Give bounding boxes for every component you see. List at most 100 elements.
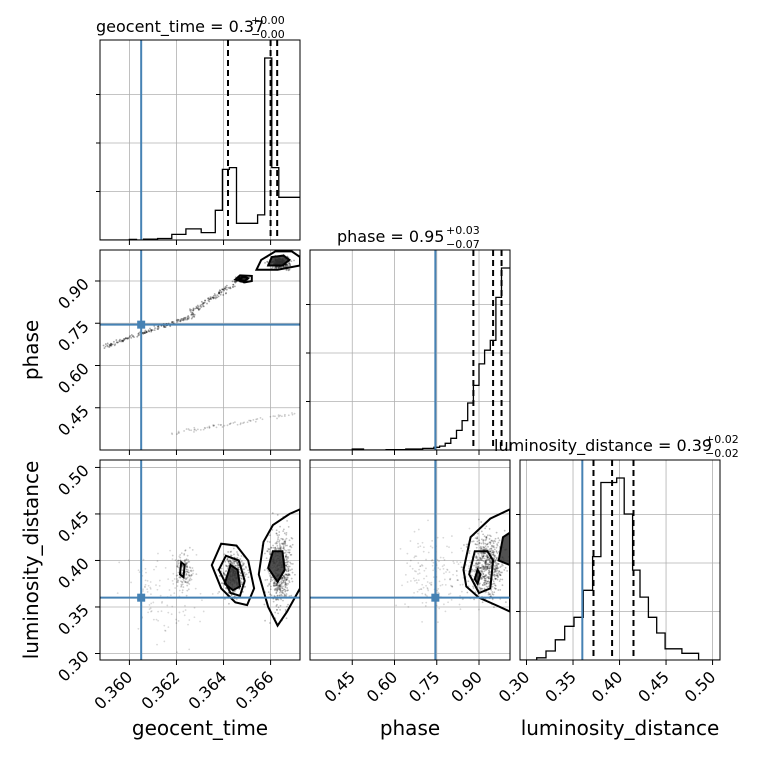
sample-point <box>485 562 487 565</box>
title-luminosity-distance-minus: −0.02 <box>705 447 739 460</box>
sample-point <box>122 340 124 343</box>
sample-point <box>228 287 231 290</box>
sample-point <box>496 564 499 567</box>
sample-point <box>481 571 484 573</box>
sample-point <box>276 585 279 587</box>
sample-point <box>171 321 173 323</box>
sample-point <box>483 583 486 586</box>
sample-point <box>172 572 175 575</box>
sample-point <box>155 565 158 568</box>
sample-point <box>279 591 281 594</box>
sample-point <box>481 567 483 570</box>
sample-point <box>285 576 288 579</box>
sample-point <box>229 422 232 425</box>
sample-point <box>237 564 239 567</box>
sample-point <box>218 291 220 294</box>
sample-point <box>224 573 227 576</box>
sample-point <box>283 540 286 543</box>
sample-point <box>284 581 287 584</box>
sample-point <box>286 544 288 547</box>
sample-point <box>184 604 186 607</box>
sample-point <box>480 578 483 580</box>
sample-point <box>191 313 194 316</box>
sample-point <box>438 580 441 583</box>
sample-point <box>482 539 485 541</box>
sample-point <box>286 566 289 568</box>
sample-point <box>287 560 290 563</box>
sample-point <box>152 618 155 621</box>
sample-point <box>270 546 272 549</box>
sample-point <box>283 579 286 581</box>
sample-point <box>488 558 491 561</box>
sample-point <box>212 424 215 427</box>
sample-point <box>488 541 491 544</box>
sample-point <box>472 540 475 543</box>
x-tick-label-geocent_time: 0.366 <box>232 667 278 713</box>
sample-point <box>171 321 174 324</box>
sample-point <box>171 321 174 323</box>
sample-point <box>274 611 277 614</box>
sample-point <box>441 583 444 586</box>
sample-point <box>480 547 483 550</box>
sample-point <box>492 542 495 545</box>
sample-point <box>431 558 434 561</box>
x-tick-label-phase: 0.75 <box>405 667 444 706</box>
sample-point <box>220 582 223 585</box>
sample-point <box>481 559 484 562</box>
sample-point <box>425 567 427 570</box>
sample-point <box>419 565 422 568</box>
sample-point <box>438 607 441 610</box>
sample-point <box>287 414 290 417</box>
sample-point <box>480 570 483 573</box>
sample-point <box>164 326 166 328</box>
sample-point <box>287 574 290 577</box>
sample-point <box>490 547 493 550</box>
sample-point <box>493 574 496 576</box>
sample-point <box>163 640 166 643</box>
sample-point <box>451 585 454 588</box>
sample-point <box>242 562 244 565</box>
sample-point <box>475 559 478 562</box>
sample-point <box>193 428 196 431</box>
sample-point <box>284 555 287 557</box>
sample-point <box>273 583 276 585</box>
sample-point <box>467 580 470 583</box>
sample-point <box>481 538 483 541</box>
sample-point <box>496 567 499 570</box>
sample-point <box>218 292 221 295</box>
sample-point <box>285 584 288 587</box>
sample-point <box>187 428 190 430</box>
sample-point <box>288 595 291 598</box>
sample-point <box>223 289 226 292</box>
sample-point <box>279 590 282 592</box>
sample-point <box>224 570 227 573</box>
sample-point <box>233 280 236 283</box>
sample-point <box>125 337 128 340</box>
sample-point <box>272 415 275 418</box>
sample-point <box>110 342 113 345</box>
contour-outer <box>210 542 256 607</box>
sample-point <box>485 590 488 593</box>
sample-point <box>439 584 442 587</box>
sample-point <box>274 415 276 418</box>
sample-point <box>178 555 181 558</box>
sample-point <box>178 562 181 565</box>
sample-point <box>496 543 499 546</box>
sample-point <box>273 267 276 269</box>
sample-point <box>288 580 290 582</box>
sample-point <box>120 340 123 343</box>
sample-point <box>437 621 439 623</box>
sample-point <box>412 577 415 580</box>
sample-point <box>278 584 281 587</box>
sample-point <box>271 266 274 269</box>
sample-point <box>279 588 281 591</box>
title-phase-plus: +0.03 <box>446 224 480 237</box>
sample-point <box>466 591 469 594</box>
sample-point <box>152 601 155 604</box>
sample-point <box>234 281 237 284</box>
sample-point <box>290 577 293 580</box>
sample-point <box>418 568 421 571</box>
sample-point <box>126 337 129 340</box>
sample-point <box>487 545 489 548</box>
sample-point <box>121 339 124 342</box>
